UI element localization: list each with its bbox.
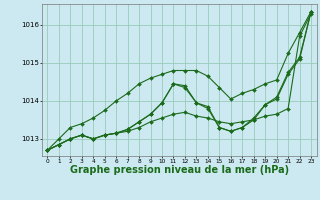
X-axis label: Graphe pression niveau de la mer (hPa): Graphe pression niveau de la mer (hPa) — [70, 165, 289, 175]
